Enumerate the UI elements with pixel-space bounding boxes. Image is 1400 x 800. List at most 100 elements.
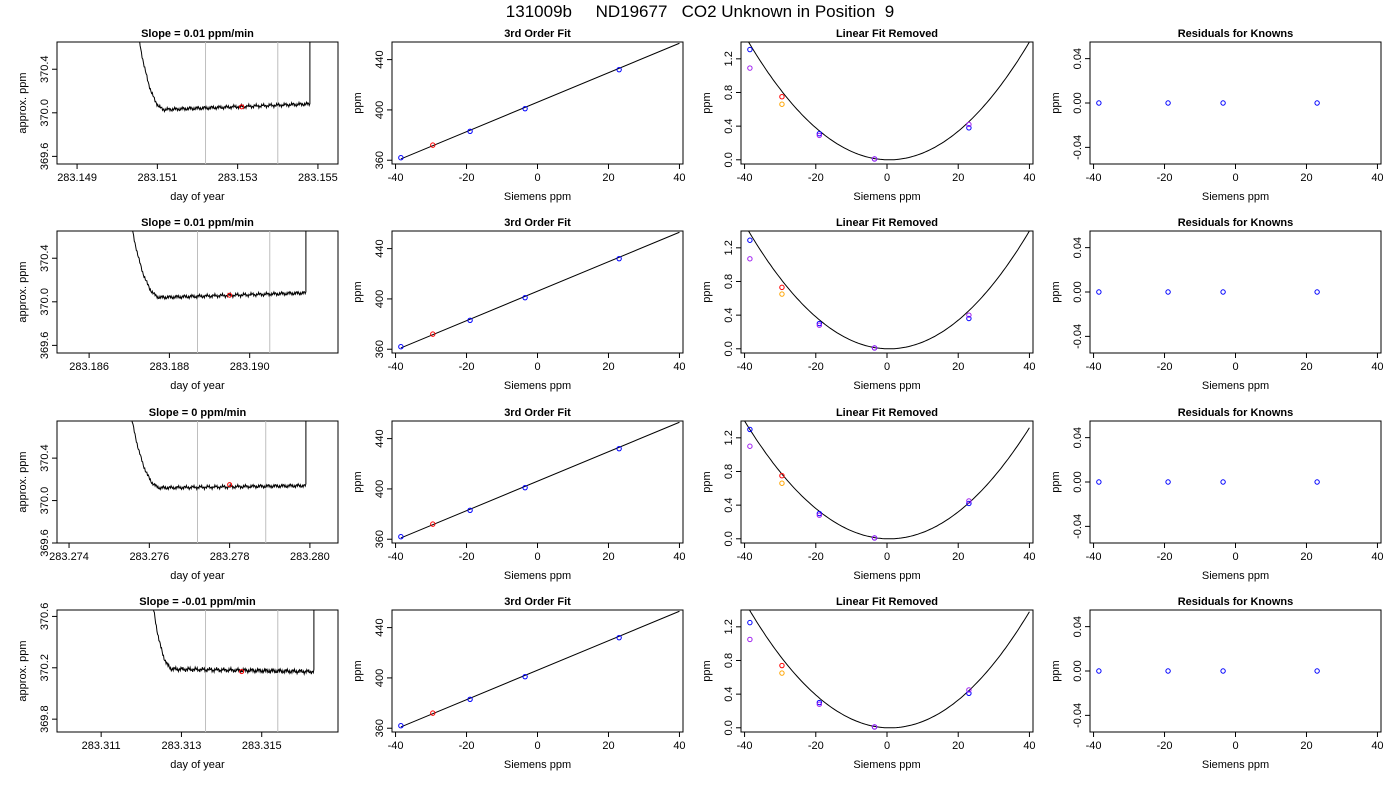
- x-axis-label: day of year: [170, 191, 225, 203]
- data-point: [871, 156, 878, 162]
- x-tick-label: 283.313: [162, 740, 202, 752]
- x-axis-label: Siemens ppm: [1202, 191, 1269, 203]
- x-tick-label: -20: [459, 551, 475, 563]
- data-point: [398, 155, 404, 161]
- data-point: [747, 426, 753, 433]
- y-axis-label: ppm: [701, 281, 713, 302]
- x-axis-label: Siemens ppm: [853, 191, 920, 203]
- plot-frame: [56, 609, 339, 733]
- chart-panel-fit-1: 3rd Order Fit -40 -20 0 20 40 360 400 440 Siemens…: [352, 28, 686, 203]
- x-tick-label: 283.278: [210, 551, 250, 563]
- data-point: [966, 687, 972, 693]
- x-tick-label: 40: [1023, 740, 1035, 752]
- ppm-trace-line: [139, 42, 311, 113]
- y-axis-label: ppm: [352, 281, 364, 302]
- y-tick-label: 370.4: [39, 55, 51, 83]
- mean-point: [239, 669, 245, 675]
- fit-curve: [744, 421, 1030, 540]
- data-point: [1220, 289, 1226, 295]
- x-tick-label: 40: [1371, 740, 1383, 752]
- data-point: [779, 93, 785, 100]
- data-point: [816, 320, 823, 327]
- x-tick-label: -20: [808, 172, 824, 184]
- x-tick-label: 0: [534, 551, 540, 563]
- y-tick-label: -0.04: [1072, 324, 1084, 349]
- data-point: [966, 121, 972, 128]
- x-tick-label: -20: [1157, 172, 1173, 184]
- x-tick-label: 0: [534, 361, 540, 373]
- data-point: [779, 472, 785, 479]
- data-point: [398, 344, 404, 350]
- y-tick-label: 369.6: [39, 529, 51, 557]
- chart-panel-linfit-2: Linear Fit Removed -40 -20 0 20 40 0.0 0.4 0.8 1.…: [701, 217, 1036, 392]
- chart-panel-resid-1: Residuals for Knowns -40 -20 0 20 40 -0.04 0.00…: [1050, 28, 1384, 203]
- data-layer: [747, 231, 1030, 350]
- y-axis-label: approx. ppm: [17, 640, 29, 701]
- x-tick-label: 0: [1232, 172, 1238, 184]
- chart-panel-trace-2: Slope = 0.01 ppm/min 283.186 283.188 283.19…: [17, 217, 339, 392]
- y-tick-label: 1.2: [723, 619, 735, 634]
- y-tick-label: 370.4: [39, 444, 51, 472]
- panel-title: Linear Fit Removed: [836, 28, 938, 40]
- x-tick-label: 0: [1232, 551, 1238, 563]
- chart-panel-trace-4: Slope = -0.01 ppm/min 283.311 283.313 283.3…: [17, 596, 339, 771]
- figure-title: 131009b ND19677 CO2 Unknown in Position …: [505, 2, 895, 21]
- data-point: [430, 331, 436, 337]
- data-point: [871, 535, 878, 541]
- y-tick-label: 370.0: [39, 487, 51, 515]
- data-point: [1314, 479, 1320, 485]
- y-tick-label: 400: [374, 669, 386, 687]
- data-point: [398, 723, 404, 729]
- y-tick-label: 0.00: [1072, 92, 1084, 113]
- chart-panel-fit-2: 3rd Order Fit -40 -20 0 20 40 360 400 440 Siemens…: [352, 217, 686, 392]
- y-tick-label: 0.8: [723, 653, 735, 668]
- x-tick-label: -20: [808, 740, 824, 752]
- y-tick-label: 440: [374, 429, 386, 447]
- ppm-trace-line: [153, 610, 315, 676]
- chart-panel-resid-4: Residuals for Knowns -40 -20 0 20 40 -0.04 0.00…: [1050, 596, 1384, 771]
- data-point: [430, 142, 436, 148]
- y-tick-label: 370.0: [39, 288, 51, 316]
- y-tick-label: 1.2: [723, 430, 735, 445]
- x-tick-label: 20: [952, 740, 964, 752]
- x-axis-label: Siemens ppm: [504, 570, 571, 582]
- chart-panel-linfit-1: Linear Fit Removed -40 -20 0 20 40 0.0 0.4 0.8 1.…: [701, 28, 1036, 203]
- mean-point: [227, 482, 233, 488]
- data-layer: [747, 42, 1030, 161]
- x-tick-label: 20: [952, 172, 964, 184]
- y-axis-label: approx. ppm: [17, 451, 29, 512]
- fit-line: [400, 231, 680, 349]
- y-tick-label: -0.04: [1072, 514, 1084, 539]
- data-point: [747, 636, 753, 643]
- y-axis-label: approx. ppm: [17, 72, 29, 133]
- data-layer: [400, 421, 680, 539]
- y-tick-label: -0.04: [1072, 135, 1084, 160]
- x-axis-label: day of year: [170, 570, 225, 582]
- chart-panel-trace-3: Slope = 0 ppm/min 283.274 283.276 283.278 28…: [17, 407, 339, 582]
- x-tick-label: 20: [952, 551, 964, 563]
- data-point: [616, 445, 622, 452]
- chart-panel-linfit-3: Linear Fit Removed -40 -20 0 20 40 0.0 0.4 0.8 1.…: [701, 407, 1036, 582]
- x-tick-label: 40: [673, 361, 685, 373]
- data-point: [522, 484, 528, 491]
- data-point: [1220, 100, 1226, 106]
- x-axis-label: Siemens ppm: [1202, 570, 1269, 582]
- x-tick-label: -20: [459, 740, 475, 752]
- data-point: [779, 284, 785, 291]
- fit-line: [400, 42, 680, 160]
- mean-point: [227, 292, 233, 298]
- fit-curve: [747, 231, 1030, 350]
- x-axis-label: day of year: [170, 380, 225, 392]
- data-point: [747, 65, 753, 71]
- x-axis-label: Siemens ppm: [853, 759, 920, 771]
- x-axis-label: Siemens ppm: [504, 191, 571, 203]
- x-tick-label: 0: [1232, 740, 1238, 752]
- fit-line: [400, 610, 680, 728]
- panel-title: Residuals for Knowns: [1178, 217, 1294, 229]
- x-tick-label: 283.153: [218, 172, 258, 184]
- x-tick-label: 283.315: [242, 740, 282, 752]
- plot-frame: [1089, 420, 1382, 544]
- y-axis-label: ppm: [352, 471, 364, 492]
- data-layer: [400, 42, 680, 160]
- x-tick-label: 283.188: [150, 361, 190, 373]
